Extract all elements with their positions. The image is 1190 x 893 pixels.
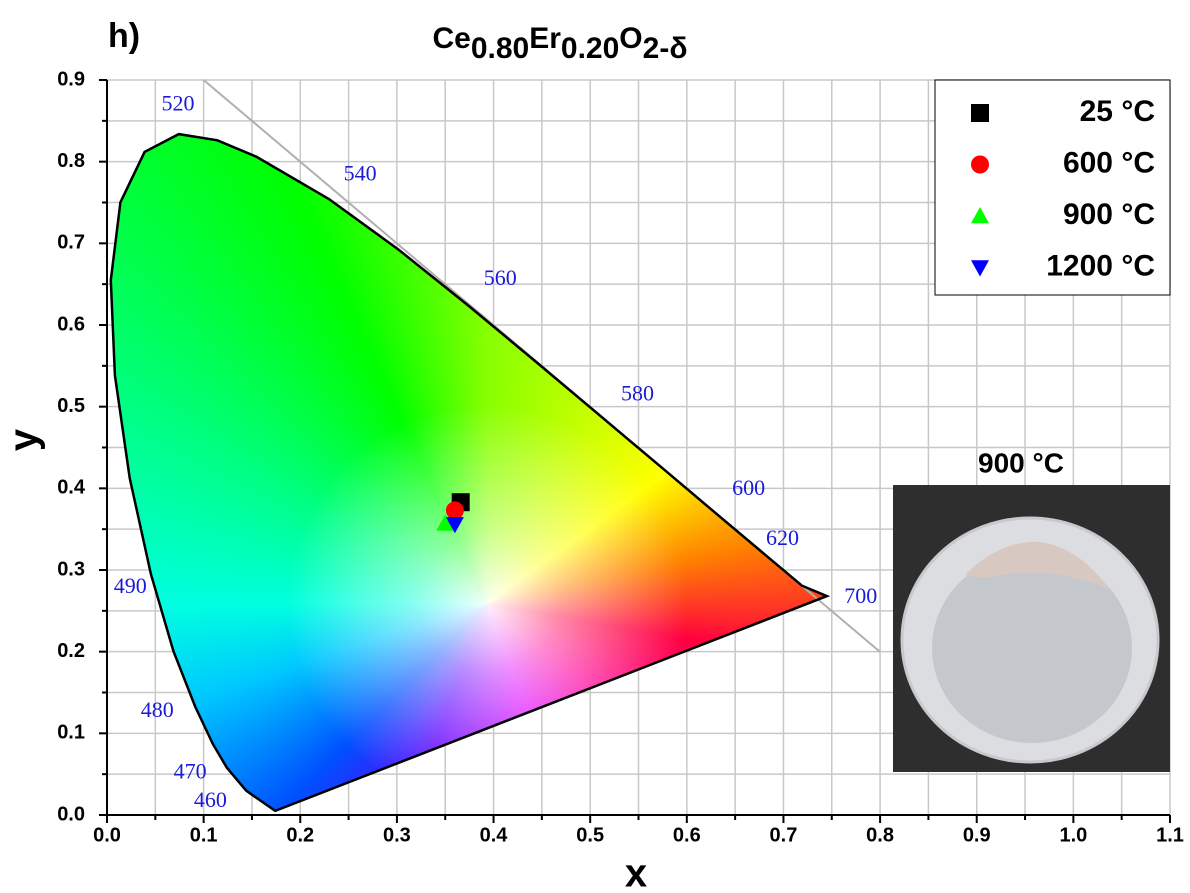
x-tick-label: 0.7 [770,824,798,846]
x-tick-label: 0.3 [383,824,411,846]
wavelength-label: 480 [141,697,174,722]
y-tick-label: 0.2 [57,640,85,662]
wavelength-label: 600 [732,475,765,500]
y-tick-label: 0.5 [57,395,85,417]
title-text: O [619,22,642,55]
legend-label: 900 °C [1063,198,1155,231]
x-axis-label: x [625,852,647,893]
wavelength-label: 700 [844,583,877,608]
wavelength-label: 620 [766,525,799,550]
chart-title: Ce0.80Er0.20O2-δ [432,22,687,65]
inset-photo [893,485,1170,772]
x-tick-label: 0.1 [190,824,218,846]
y-tick-label: 0.6 [57,313,85,335]
y-tick-label: 0.9 [57,68,85,90]
title-text: Er [529,22,561,55]
title-subscript: 0.80 [471,32,529,65]
legend-marker [971,104,989,122]
y-tick-label: 0.0 [57,803,85,825]
legend-marker [971,156,989,174]
x-tick-label: 0.0 [93,824,121,846]
wavelength-label: 520 [162,90,195,115]
x-tick-label: 0.6 [673,824,701,846]
x-tick-label: 0.5 [576,824,604,846]
title-subscript: 2-δ [643,32,688,65]
point [446,501,464,519]
x-tick-label: 0.8 [866,824,894,846]
wavelength-label: 490 [114,573,147,598]
legend-label: 1200 °C [1046,249,1155,282]
chart: h) Ce0.80Er0.20O2-δ x y 900 °C 0.0 0.1 0.2… [0,0,1190,893]
title-subscript: 0.20 [561,32,619,65]
x-tick-label: 0.9 [963,824,991,846]
wavelength-label: 470 [174,758,207,783]
x-tick-label: 1.0 [1059,824,1087,846]
y-tick-label: 0.8 [57,150,85,172]
x-tick-label: 0.2 [286,824,314,846]
y-tick-label: 0.3 [57,558,85,580]
spectral-locus [111,134,827,811]
legend-label: 600 °C [1063,146,1155,179]
wavelength-label: 540 [344,161,377,186]
y-tick-label: 0.4 [57,477,86,499]
title-text: Ce [432,22,470,55]
panel-label: h) [108,17,140,55]
x-tick-label: 1.1 [1156,824,1184,846]
page: h) Ce0.80Er0.20O2-δ x y 900 °C 0.0 0.1 0.2… [0,0,1190,893]
x-tick-label: 0.4 [480,824,509,846]
wavelength-label: 560 [484,265,517,290]
wavelength-label: 580 [621,380,654,405]
legend-label: 25 °C [1080,95,1155,128]
y-tick-label: 0.1 [57,722,85,744]
y-axis-label: y [2,428,46,451]
wavelength-label: 460 [194,787,227,812]
y-tick-label: 0.7 [57,232,85,254]
inset-caption: 900 °C [978,447,1064,478]
